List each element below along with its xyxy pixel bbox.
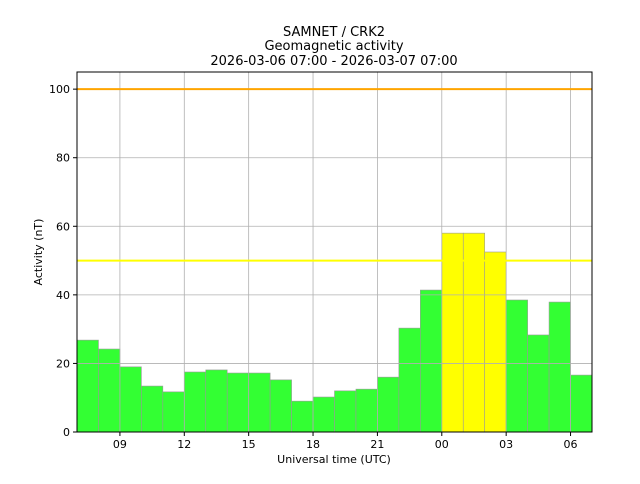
chart-title: SAMNET / CRK2: [283, 25, 385, 40]
chart-date-range: 2026-03-06 07:00 - 2026-03-07 07:00: [210, 54, 457, 69]
bar: [334, 390, 357, 433]
bar: [162, 391, 185, 433]
bar: [205, 369, 228, 433]
y-tick-label: 20: [56, 357, 70, 370]
bar: [141, 385, 164, 433]
bar: [462, 232, 486, 433]
bar: [248, 372, 271, 433]
bar: [527, 334, 550, 433]
x-tick-label: 18: [306, 438, 320, 451]
bar: [183, 371, 207, 433]
y-tick-label: 0: [63, 426, 70, 439]
bar: [377, 376, 400, 433]
bar: [570, 374, 593, 433]
bar: [398, 327, 421, 433]
x-tick-label: 03: [499, 438, 513, 451]
bar: [312, 396, 335, 433]
bar: [355, 388, 378, 433]
y-tick-label: 80: [56, 152, 70, 165]
x-tick-label: 00: [435, 438, 449, 451]
bar: [76, 339, 99, 433]
y-axis-label: Activity (nT): [32, 219, 45, 286]
bar: [484, 251, 507, 433]
bar: [291, 400, 314, 433]
x-tick-label: 09: [113, 438, 127, 451]
x-tick-label: 12: [177, 438, 191, 451]
bar: [505, 299, 528, 433]
bar: [420, 289, 443, 433]
bar: [269, 379, 292, 433]
x-tick-label: 15: [242, 438, 256, 451]
x-tick-label: 21: [370, 438, 384, 451]
y-tick-label: 40: [56, 289, 70, 302]
bar: [441, 232, 464, 433]
bar: [98, 348, 121, 433]
bar: [226, 372, 249, 433]
y-tick-label: 100: [49, 83, 70, 96]
bar: [548, 301, 571, 433]
y-tick-label: 60: [56, 220, 70, 233]
plot-frame: [76, 71, 593, 433]
x-axis-label: Universal time (UTC): [277, 453, 391, 466]
x-tick-label: 06: [564, 438, 578, 451]
chart-subtitle: Geomagnetic activity: [264, 39, 403, 54]
bar: [119, 366, 142, 433]
